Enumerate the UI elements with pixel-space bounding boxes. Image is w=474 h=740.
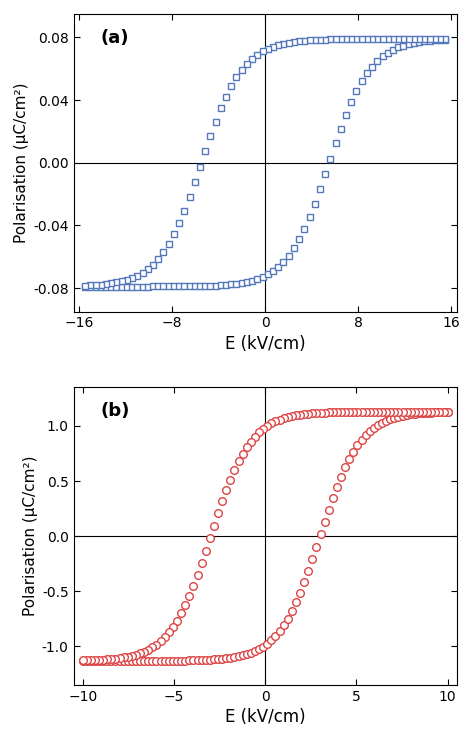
Y-axis label: Polarisation (μC/cm²): Polarisation (μC/cm²) (23, 456, 37, 616)
Text: (b): (b) (100, 403, 130, 420)
Y-axis label: Polarisation (μC/cm²): Polarisation (μC/cm²) (14, 82, 29, 243)
X-axis label: E (kV/cm): E (kV/cm) (225, 708, 305, 726)
Text: (a): (a) (100, 29, 129, 47)
X-axis label: E (kV/cm): E (kV/cm) (225, 334, 305, 353)
